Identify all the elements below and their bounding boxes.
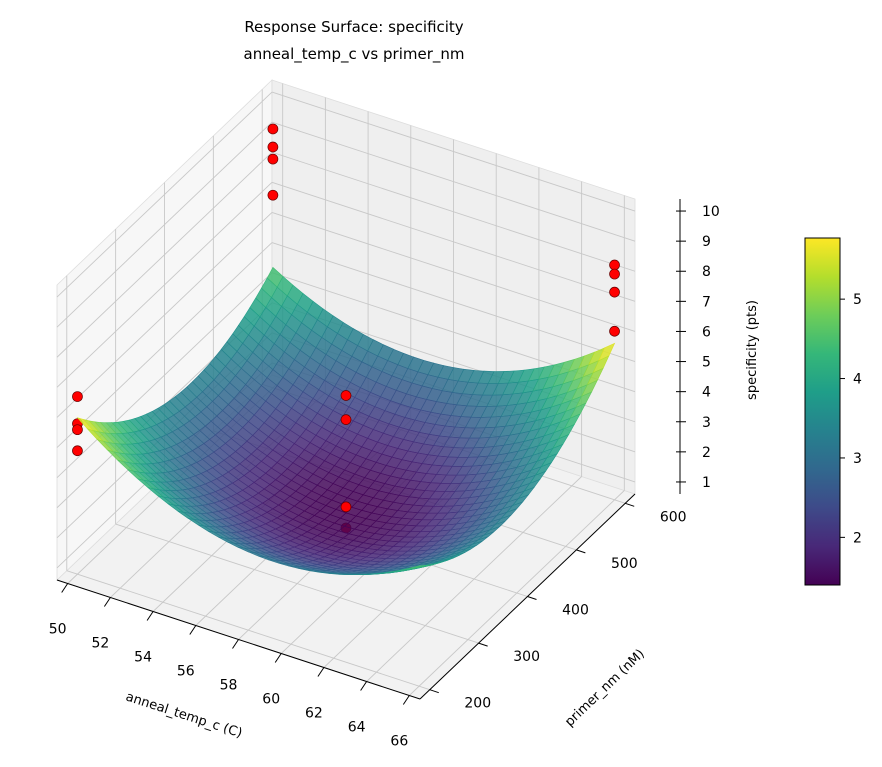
colorbar-tick-label: 4 [853, 372, 862, 388]
z-axis-label: specificity (pts) [745, 300, 760, 400]
grid-line [271, 181, 636, 302]
z-tick-label: 8 [702, 264, 711, 280]
x-tick-label: 62 [305, 706, 323, 722]
colorbar-ticks: 2 3 4 5 [840, 292, 862, 546]
z-tick-label: 2 [702, 445, 711, 461]
data-point [267, 123, 279, 135]
data-point [72, 445, 83, 457]
x-tick [189, 625, 197, 635]
z-tick-label: 4 [702, 385, 711, 401]
x-tick-label: 64 [348, 720, 366, 736]
z-tick-label: 9 [702, 234, 711, 250]
grid-line [56, 242, 273, 448]
colorbar-tick-label: 5 [853, 292, 862, 308]
x-axis-line [56, 579, 421, 700]
data-point [267, 153, 279, 165]
x-tick-label: 66 [390, 734, 408, 750]
x-tick-label: 60 [262, 692, 280, 708]
data-point [267, 141, 279, 153]
grid-line [271, 242, 636, 362]
y-tick [527, 596, 537, 600]
grid-line [56, 212, 273, 418]
colorbar-tick-label: 2 [853, 530, 862, 546]
x-axis-label: anneal_temp_c (C) [124, 690, 244, 742]
x-tick-label: 52 [91, 636, 109, 652]
y-axis-label: primer_nm (nM) [562, 647, 647, 730]
data-point [267, 189, 279, 201]
grid-line [271, 151, 636, 272]
x-tick-label: 56 [177, 664, 195, 680]
colorbar [804, 237, 841, 586]
grid-line [56, 91, 273, 298]
data-point [340, 390, 352, 401]
x-tick-label: 54 [134, 650, 152, 666]
grid-line [56, 182, 273, 388]
y-tick-label: 500 [611, 556, 638, 572]
x-tick [360, 681, 368, 691]
y-tick-label: 600 [660, 509, 687, 525]
y-tick [478, 642, 488, 647]
visible-points [72, 123, 620, 513]
surface-patch [408, 565, 425, 569]
data-point [72, 424, 83, 436]
data-point [340, 501, 352, 513]
grid-line [56, 272, 273, 478]
grid-line [271, 121, 636, 242]
chart-title: Response Surface: specificity [244, 18, 463, 36]
y-tick-label: 200 [464, 696, 491, 712]
x-tick [146, 611, 154, 621]
x-tick [317, 667, 325, 677]
y-tick-label: 300 [513, 649, 540, 665]
z-tick-label: 10 [702, 204, 720, 220]
axis-ticks: 5052545658606264662003004005006001234567… [49, 199, 720, 750]
y-axis-line [419, 493, 636, 700]
data-point [609, 286, 620, 298]
y-tick-label: 400 [562, 603, 589, 619]
response-surface [76, 266, 616, 576]
colorbar-tick-label: 3 [853, 451, 862, 467]
y-tick [576, 549, 586, 554]
data-point [340, 414, 352, 425]
grid-line [271, 91, 636, 212]
x-tick-label: 50 [49, 622, 67, 638]
grid-line [56, 151, 273, 358]
z-tick-label: 7 [702, 294, 711, 310]
z-tick-label: 1 [702, 475, 711, 491]
y-tick [429, 689, 439, 694]
data-point [609, 325, 620, 337]
data-point [72, 391, 83, 402]
grid-line [271, 212, 636, 332]
x-tick [61, 583, 69, 593]
x-tick-label: 58 [220, 678, 238, 694]
chart-subtitle: anneal_temp_c vs primer_nm [244, 45, 465, 64]
x-tick [402, 695, 410, 705]
data-point [609, 259, 620, 271]
grid-line [66, 570, 430, 691]
data-point [609, 268, 620, 280]
z-tick-label: 6 [702, 324, 711, 340]
grid-line [56, 121, 273, 328]
grid-line [115, 523, 479, 644]
x-tick [103, 597, 111, 607]
y-tick [625, 502, 635, 507]
z-tick-label: 5 [702, 355, 711, 371]
z-tick-label: 3 [702, 415, 711, 431]
x-tick [274, 653, 282, 663]
x-tick [232, 639, 239, 649]
